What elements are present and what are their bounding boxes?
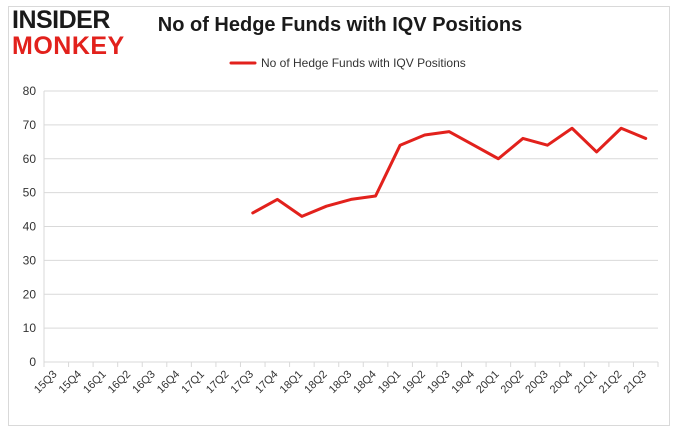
x-tick-label-17Q2: 17Q2 (204, 368, 232, 396)
data-point-20Q3 (546, 144, 549, 147)
y-tick-label-10: 10 (23, 321, 37, 335)
x-tick-label-17Q1: 17Q1 (179, 368, 207, 396)
data-point-19Q1 (399, 144, 402, 147)
data-point-18Q3 (350, 198, 353, 201)
insider-monkey-logo: INSIDER MONKEY (12, 6, 130, 60)
x-tick-label-19Q2: 19Q2 (400, 368, 428, 396)
y-tick-label-20: 20 (23, 287, 37, 301)
x-tick-label-19Q4: 19Q4 (450, 368, 478, 396)
y-tick-label-0: 0 (29, 355, 36, 369)
data-point-18Q1 (300, 215, 303, 218)
y-tick-label-50: 50 (23, 186, 37, 200)
x-tick-label-15Q4: 15Q4 (57, 368, 85, 396)
logo-line-2: MONKEY (12, 32, 125, 60)
data-point-20Q2 (521, 137, 524, 140)
legend-label: No of Hedge Funds with IQV Positions (261, 56, 466, 70)
x-tick-label-16Q4: 16Q4 (155, 368, 183, 396)
y-tick-label-40: 40 (23, 220, 37, 234)
data-point-21Q3 (644, 137, 647, 140)
y-tick-label-80: 80 (23, 84, 37, 98)
data-point-21Q1 (595, 150, 598, 153)
data-point-20Q4 (571, 127, 574, 130)
x-tick-label-18Q4: 18Q4 (351, 368, 379, 396)
data-point-19Q3 (448, 130, 451, 133)
x-tick-label-16Q2: 16Q2 (106, 368, 134, 396)
chart-title: No of Hedge Funds with IQV Positions (157, 14, 523, 36)
logo-line-1: INSIDER (12, 6, 110, 34)
data-point-18Q2 (325, 205, 328, 208)
data-point-20Q1 (497, 157, 500, 160)
x-tick-label-19Q1: 19Q1 (376, 368, 404, 396)
series-line-0 (251, 126, 648, 218)
x-tick-label-20Q4: 20Q4 (548, 368, 576, 396)
x-tick-label-21Q2: 21Q2 (597, 368, 625, 396)
x-tick-label-18Q2: 18Q2 (302, 368, 330, 396)
x-tick-label-17Q4: 17Q4 (253, 368, 281, 396)
x-tick-label-21Q3: 21Q3 (621, 368, 649, 396)
x-tick-label-16Q3: 16Q3 (130, 368, 158, 396)
x-tick-label-18Q1: 18Q1 (278, 368, 306, 396)
data-point-18Q4 (374, 195, 377, 198)
x-tick-label-15Q3: 15Q3 (32, 368, 60, 396)
x-tick-label-20Q3: 20Q3 (523, 368, 551, 396)
x-tick-label-21Q1: 21Q1 (572, 368, 600, 396)
y-tick-label-30: 30 (23, 253, 37, 267)
chart-frame (8, 6, 670, 426)
data-point-17Q4 (276, 198, 279, 201)
x-tick-label-18Q3: 18Q3 (327, 368, 355, 396)
data-point-17Q3 (251, 211, 254, 214)
data-point-19Q4 (472, 144, 475, 147)
x-tick-label-17Q3: 17Q3 (229, 368, 257, 396)
x-tick-label-20Q1: 20Q1 (474, 368, 502, 396)
data-point-21Q2 (620, 127, 623, 130)
y-tick-label-60: 60 (23, 152, 37, 166)
y-tick-label-70: 70 (23, 118, 37, 132)
x-tick-label-16Q1: 16Q1 (81, 368, 109, 396)
data-point-19Q2 (423, 134, 426, 137)
x-tick-label-19Q3: 19Q3 (425, 368, 453, 396)
x-tick-label-20Q2: 20Q2 (499, 368, 527, 396)
